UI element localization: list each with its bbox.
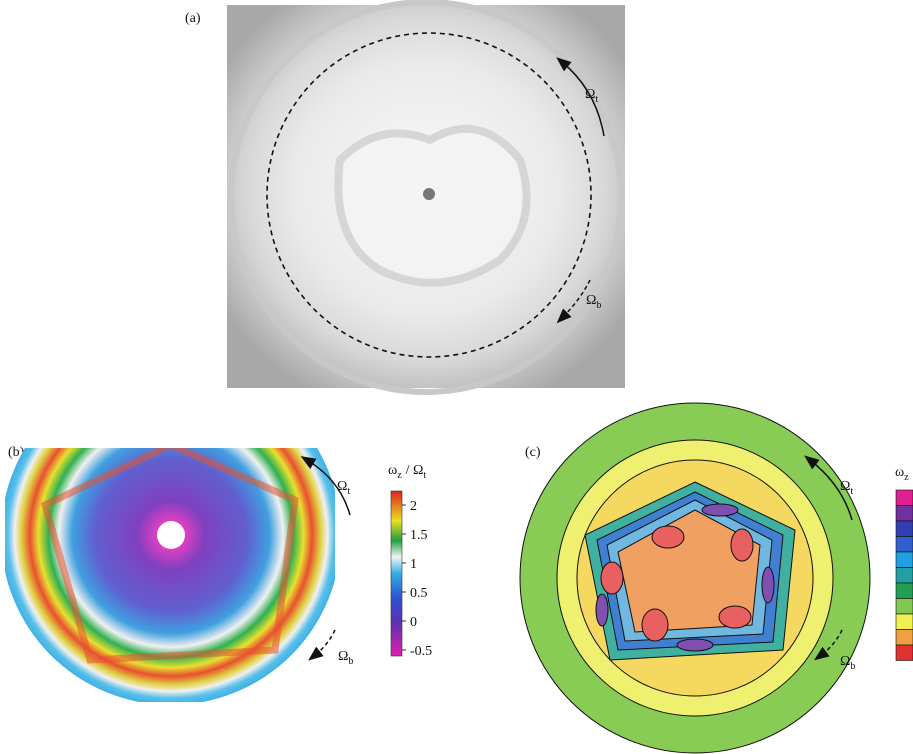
vortex-ring xyxy=(40,448,299,664)
colorbar-label: ωz xyxy=(895,465,909,483)
photo-ring xyxy=(228,0,624,395)
blob xyxy=(600,561,624,595)
arrow-bottom xyxy=(308,629,336,661)
blob xyxy=(651,525,685,549)
colorbar xyxy=(390,490,403,657)
colorbar-swatch xyxy=(895,536,913,553)
colorbar-tick-label: -0.5 xyxy=(410,644,432,659)
omega-label: Ωt xyxy=(585,87,598,105)
simulation-map xyxy=(519,402,871,754)
colorbar-swatch xyxy=(895,598,913,615)
arrow-bottom xyxy=(813,629,843,661)
colorbar-swatch xyxy=(895,613,913,630)
blob xyxy=(641,608,669,642)
colorbar-tick-label: 1 xyxy=(410,557,417,572)
colorbar-tick-label: 1.5 xyxy=(410,528,428,543)
colorbar-label: ωz / Ωt xyxy=(388,463,426,481)
center-shaft xyxy=(423,188,435,200)
colorbar-swatch xyxy=(895,567,913,584)
vorticity-field xyxy=(5,448,335,702)
colorbar-swatch xyxy=(895,629,913,646)
colorbar-swatch xyxy=(895,582,913,599)
colorbar-tick-label: 0 xyxy=(410,615,417,630)
arrow-top xyxy=(804,455,853,521)
blob xyxy=(730,528,754,562)
vorticity-map xyxy=(5,448,335,702)
panel-label: (a) xyxy=(185,11,201,26)
omega-label: Ωb xyxy=(840,654,855,672)
omega-label: Ωt xyxy=(337,479,350,497)
colorbar-swatch xyxy=(895,505,913,522)
dashed-circle xyxy=(266,32,592,358)
colorbar-swatch xyxy=(895,489,913,506)
hole xyxy=(157,521,185,549)
colorbar-swatch xyxy=(895,551,913,568)
colorbar xyxy=(895,489,913,661)
blob xyxy=(761,566,775,604)
blob xyxy=(701,503,739,517)
arrow-bottom xyxy=(556,279,591,324)
blob xyxy=(595,593,609,627)
blob xyxy=(718,605,752,629)
omega-label: Ωb xyxy=(338,649,353,667)
colorbar-swatch xyxy=(895,520,913,537)
omega-label: Ωb xyxy=(586,293,601,311)
omega-label: Ωt xyxy=(840,479,853,497)
colorbar-tick-label: 0.5 xyxy=(410,586,428,601)
panel-label: (c) xyxy=(525,445,541,460)
blob xyxy=(676,638,714,652)
colorbar-tick-label: 2 xyxy=(410,499,417,514)
arrow-top xyxy=(556,57,605,137)
colorbar-swatch xyxy=(895,644,913,661)
colorbar-ticks: 2 1.5 1 0.5 0 -0.5 xyxy=(402,499,432,659)
arrow-top xyxy=(300,456,351,516)
vortex-pattern xyxy=(334,124,531,287)
